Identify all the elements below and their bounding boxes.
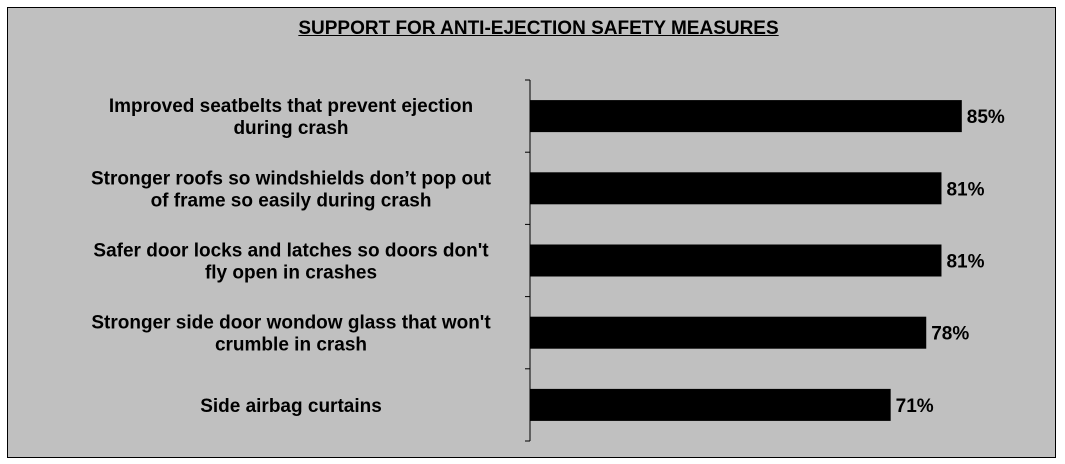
data-label: 78%	[931, 324, 969, 345]
data-label: 85%	[967, 107, 1005, 128]
bar	[530, 388, 891, 421]
data-label: 81%	[946, 252, 984, 273]
bar	[530, 100, 962, 133]
bar	[530, 244, 942, 277]
bar	[530, 316, 927, 349]
category-label: Stronger side door wondow glass that won…	[91, 313, 491, 356]
chart-title: SUPPORT FOR ANTI-EJECTION SAFETY MEASURE…	[298, 18, 779, 39]
category-label: Safer door locks and latches so doors do…	[93, 241, 489, 284]
category-label: Stronger roofs so windshields don’t pop …	[91, 168, 492, 211]
bar	[530, 172, 942, 205]
chart-frame	[7, 7, 1056, 458]
data-label: 71%	[896, 396, 934, 417]
data-label: 81%	[946, 179, 984, 200]
category-label: Side airbag curtains	[200, 396, 382, 417]
category-label: Improved seatbelts that prevent ejection…	[109, 96, 473, 139]
